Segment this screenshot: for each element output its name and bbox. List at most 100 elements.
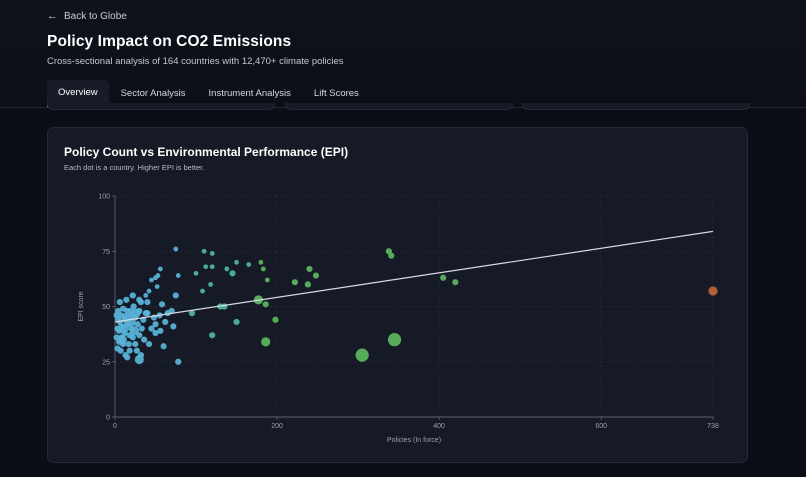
data-point: [262, 301, 269, 308]
data-point: [125, 340, 132, 348]
tick-labels: 0 25 50 75 100 0 200 400 600 738: [98, 194, 719, 431]
card-edge-middle: [285, 103, 513, 110]
data-point: [138, 325, 145, 332]
data-point: [258, 259, 264, 265]
back-to-globe-link[interactable]: ← Back to Globe: [47, 10, 127, 22]
scatter-plot: 0 25 50 75 100 0 200 400 600 738 Policies (In for…: [78, 194, 719, 445]
data-point: [158, 301, 166, 308]
data-point: [136, 296, 143, 303]
data-point: [233, 318, 240, 326]
x-tick-label: 0: [113, 423, 117, 430]
data-point: [355, 348, 369, 362]
data-point: [312, 272, 320, 279]
x-tick-label: 600: [595, 423, 607, 430]
data-point: [129, 292, 136, 299]
data-point: [143, 293, 149, 298]
y-tick-label: 25: [102, 359, 110, 366]
arrow-left-icon: ←: [47, 10, 58, 22]
data-point: [129, 334, 136, 341]
x-tick-label: 200: [271, 423, 283, 430]
data-point: [170, 323, 177, 330]
trend-line: [114, 230, 714, 323]
y-tick-label: 0: [106, 415, 110, 422]
y-tick-label: 100: [98, 194, 110, 201]
tab-lift-scores[interactable]: Lift Scores: [313, 88, 359, 99]
data-point: [122, 352, 129, 359]
data-point: [132, 340, 139, 348]
data-point: [261, 337, 271, 347]
data-point: [201, 248, 207, 254]
data-point: [152, 321, 159, 328]
data-point: [160, 343, 167, 350]
data-point: [224, 266, 230, 272]
y-tick-label: 75: [102, 249, 110, 256]
data-point: [229, 270, 236, 277]
data-points: [113, 246, 718, 365]
data-point: [208, 282, 214, 287]
data-point: [119, 324, 129, 334]
axes: [112, 195, 714, 420]
data-point: [141, 336, 148, 343]
tab-sector-analysis[interactable]: Sector Analysis: [120, 88, 186, 99]
data-point: [154, 284, 160, 290]
data-point: [209, 332, 216, 339]
data-point: [145, 340, 153, 348]
card-edge-right: [522, 103, 750, 110]
data-point: [114, 345, 121, 352]
data-point: [260, 266, 266, 272]
data-point: [134, 321, 141, 328]
page-title: Policy Impact on CO2 Emissions: [47, 33, 292, 50]
data-point: [116, 298, 123, 306]
data-point: [133, 347, 140, 354]
data-point: [175, 273, 181, 278]
data-point: [157, 327, 164, 334]
header-background: [0, 0, 806, 108]
y-tick-label: 50: [102, 304, 110, 311]
data-point: [120, 305, 127, 312]
chart-card: Policy Count vs Environmental Performanc…: [47, 127, 748, 463]
grid-lines: [115, 195, 714, 417]
data-point: [148, 325, 155, 332]
x-axis-label: Policies (In force): [387, 437, 441, 444]
data-point: [117, 335, 127, 345]
data-point: [131, 308, 141, 318]
page-subtitle: Cross-sectional analysis of 164 countrie…: [47, 56, 344, 67]
data-point: [272, 316, 279, 323]
data-point: [234, 259, 239, 265]
x-tick-label: 400: [433, 423, 445, 430]
card-edge-left: [47, 103, 275, 110]
data-point: [209, 264, 215, 270]
data-point: [130, 303, 137, 310]
data-point: [200, 288, 205, 294]
chart-title: Policy Count vs Environmental Performanc…: [64, 145, 349, 159]
data-point: [173, 246, 179, 252]
y-axis-label: EPI score: [78, 291, 85, 321]
data-point: [134, 354, 144, 365]
data-point: [153, 275, 158, 281]
data-point: [162, 318, 169, 326]
data-point: [193, 270, 199, 276]
data-point: [144, 298, 151, 306]
data-point: [388, 252, 395, 259]
data-point: [440, 274, 447, 281]
data-point: [304, 281, 311, 288]
data-point: [172, 292, 179, 299]
data-point: [152, 329, 159, 337]
data-point: [246, 262, 252, 267]
data-point: [146, 288, 152, 294]
data-point: [175, 358, 182, 365]
data-point: [114, 325, 121, 332]
data-point: [129, 326, 140, 336]
data-point: [264, 277, 270, 283]
data-point: [209, 251, 215, 256]
data-point: [708, 286, 718, 296]
data-point: [203, 264, 209, 270]
data-point: [127, 307, 134, 315]
data-point: [452, 279, 459, 286]
data-point: [113, 312, 120, 319]
data-point: [126, 347, 133, 354]
back-link-label: Back to Globe: [64, 10, 127, 22]
tab-instrument-analysis[interactable]: Instrument Analysis: [208, 88, 291, 99]
data-point: [221, 303, 228, 310]
data-point: [144, 310, 151, 317]
